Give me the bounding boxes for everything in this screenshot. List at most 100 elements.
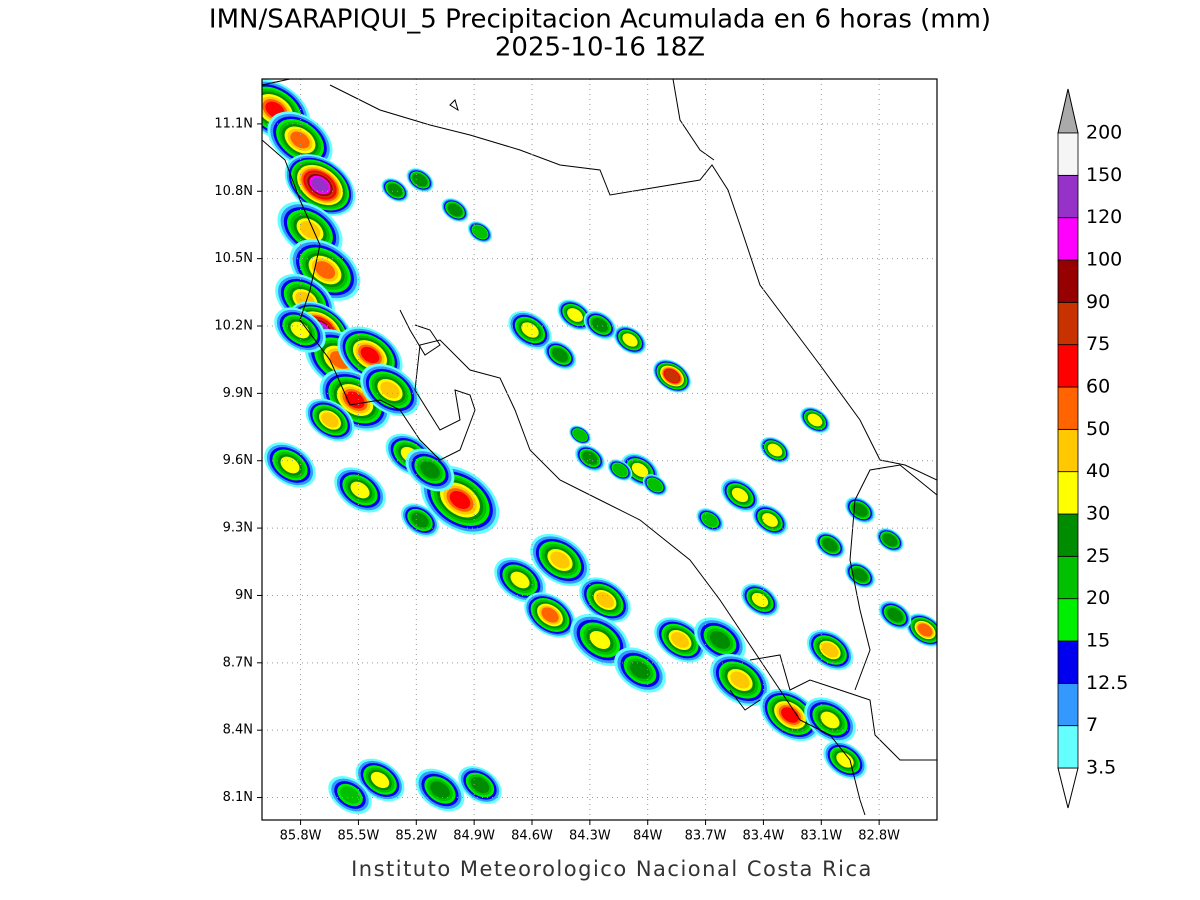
- map-frame: [261, 78, 938, 821]
- colorbar-swatch: [1057, 386, 1079, 430]
- rain-cell: [629, 661, 651, 679]
- colorbar: 3.5 7 12.5 15 20 25 30 40 50 60 75 90 100 120 150 200: [1057, 88, 1128, 809]
- colorbar-swatch: [1057, 217, 1079, 261]
- y-tick-label: 10.8N: [214, 184, 253, 199]
- rain-cell: [647, 478, 663, 492]
- rain-cell: [311, 177, 329, 193]
- rain-cell: [350, 481, 370, 499]
- x-tick-label: 84.3W: [569, 829, 611, 844]
- rain-cell: [521, 322, 539, 338]
- rain-cell: [314, 261, 336, 279]
- rain-cell: [552, 348, 568, 362]
- title: IMN/SARAPIQUI_5 Precipitacion Acumulada …: [209, 5, 991, 35]
- coastlines: [262, 79, 937, 816]
- y-tick-label: 11.1N: [214, 116, 253, 131]
- rain-cell: [567, 308, 583, 322]
- rain-cell: [380, 381, 400, 399]
- x-tick-label: 83.7W: [685, 829, 727, 844]
- x-tick-label: 83.1W: [800, 829, 842, 844]
- rain-cell: [360, 346, 380, 364]
- y-tick-label: 8.4N: [223, 723, 253, 738]
- colorbar-swatch: [1057, 598, 1079, 642]
- rain-cell: [664, 369, 680, 383]
- rain-cell: [582, 451, 598, 465]
- colorbar-swatch: [1057, 725, 1079, 769]
- rain-cell: [807, 413, 823, 427]
- rain-cell: [370, 771, 390, 789]
- rain-cell: [622, 333, 638, 347]
- colorbar-label: 75: [1086, 333, 1110, 355]
- colorbar-under: [1057, 767, 1079, 809]
- colorbar-label: 100: [1086, 249, 1122, 271]
- colorbar-over: [1057, 88, 1079, 134]
- rain-cell: [882, 533, 898, 547]
- y-tick-label: 9N: [235, 588, 253, 603]
- x-tick-label: 84W: [633, 829, 663, 844]
- colorbar-label: 90: [1086, 291, 1110, 313]
- colorbar-label: 40: [1086, 460, 1110, 482]
- colorbar-swatch: [1057, 132, 1079, 176]
- x-tick-label: 85.8W: [280, 829, 322, 844]
- rain-cell: [751, 592, 769, 608]
- colorbar-swatch: [1057, 259, 1079, 303]
- rain-cell: [550, 551, 570, 569]
- footer: Instituto Meteorologico Nacional Costa R…: [351, 857, 873, 881]
- y-tick-label: 8.1N: [223, 790, 253, 805]
- y-tick-label: 9.6N: [223, 453, 253, 468]
- rain-cell: [595, 592, 615, 608]
- rain-cell: [631, 462, 649, 478]
- y-tick-label: 9.3N: [223, 521, 253, 536]
- colorbar-label: 60: [1086, 376, 1110, 398]
- colorbar-swatch: [1057, 682, 1079, 727]
- colorbar-label: 3.5: [1086, 757, 1116, 779]
- rain-cell: [472, 225, 488, 239]
- y-tick-label: 8.7N: [223, 655, 253, 670]
- rain-cell: [510, 571, 530, 589]
- y-tick-label: 10.2N: [214, 319, 253, 334]
- rain-cell: [449, 491, 471, 509]
- rain-cell: [340, 786, 360, 804]
- rain-cell: [917, 623, 933, 637]
- subtitle: 2025-10-16 18Z: [495, 33, 705, 63]
- x-tick-label: 84.9W: [453, 829, 495, 844]
- x-tick-label: 85.5W: [338, 829, 380, 844]
- rain-cell: [887, 608, 903, 622]
- rain-cell: [280, 456, 300, 474]
- rain-cell: [709, 631, 731, 649]
- colorbar-label: 15: [1086, 630, 1110, 652]
- rain-cell: [730, 671, 750, 689]
- colorbar-swatch: [1057, 640, 1079, 684]
- x-tick-label: 84.6W: [511, 829, 553, 844]
- rain-cell: [321, 412, 339, 428]
- colorbar-label: 50: [1086, 418, 1110, 440]
- rain-cell: [411, 512, 429, 528]
- rain-cell: [447, 203, 463, 217]
- rain-cell: [821, 642, 839, 658]
- colorbar-label: 25: [1086, 545, 1110, 567]
- rain-cell: [822, 538, 838, 552]
- rain-cell: [852, 503, 868, 517]
- x-tick-label: 83.4W: [743, 829, 785, 844]
- rain-cell: [612, 463, 628, 477]
- colorbar-swatch: [1057, 471, 1079, 515]
- rain-cell: [592, 318, 608, 332]
- rain-cell: [430, 781, 450, 799]
- rain-cell: [702, 513, 718, 527]
- rain-cell: [852, 568, 868, 582]
- colorbar-label: 200: [1086, 122, 1122, 144]
- rain-cell: [541, 607, 559, 623]
- precipitation-field: [262, 79, 937, 815]
- rain-cell: [573, 428, 587, 442]
- rain-cell: [820, 711, 840, 729]
- colorbar-swatch: [1057, 428, 1079, 473]
- rain-cell: [387, 183, 403, 197]
- rain-cell: [412, 173, 428, 187]
- x-tick-label: 85.2W: [395, 829, 437, 844]
- colorbar-label: 12.5: [1086, 672, 1128, 694]
- colorbar-swatch: [1057, 174, 1079, 219]
- colorbar-label: 7: [1086, 714, 1098, 736]
- rain-cell: [420, 461, 440, 479]
- rain-cell: [670, 632, 690, 648]
- rain-cell: [731, 487, 749, 503]
